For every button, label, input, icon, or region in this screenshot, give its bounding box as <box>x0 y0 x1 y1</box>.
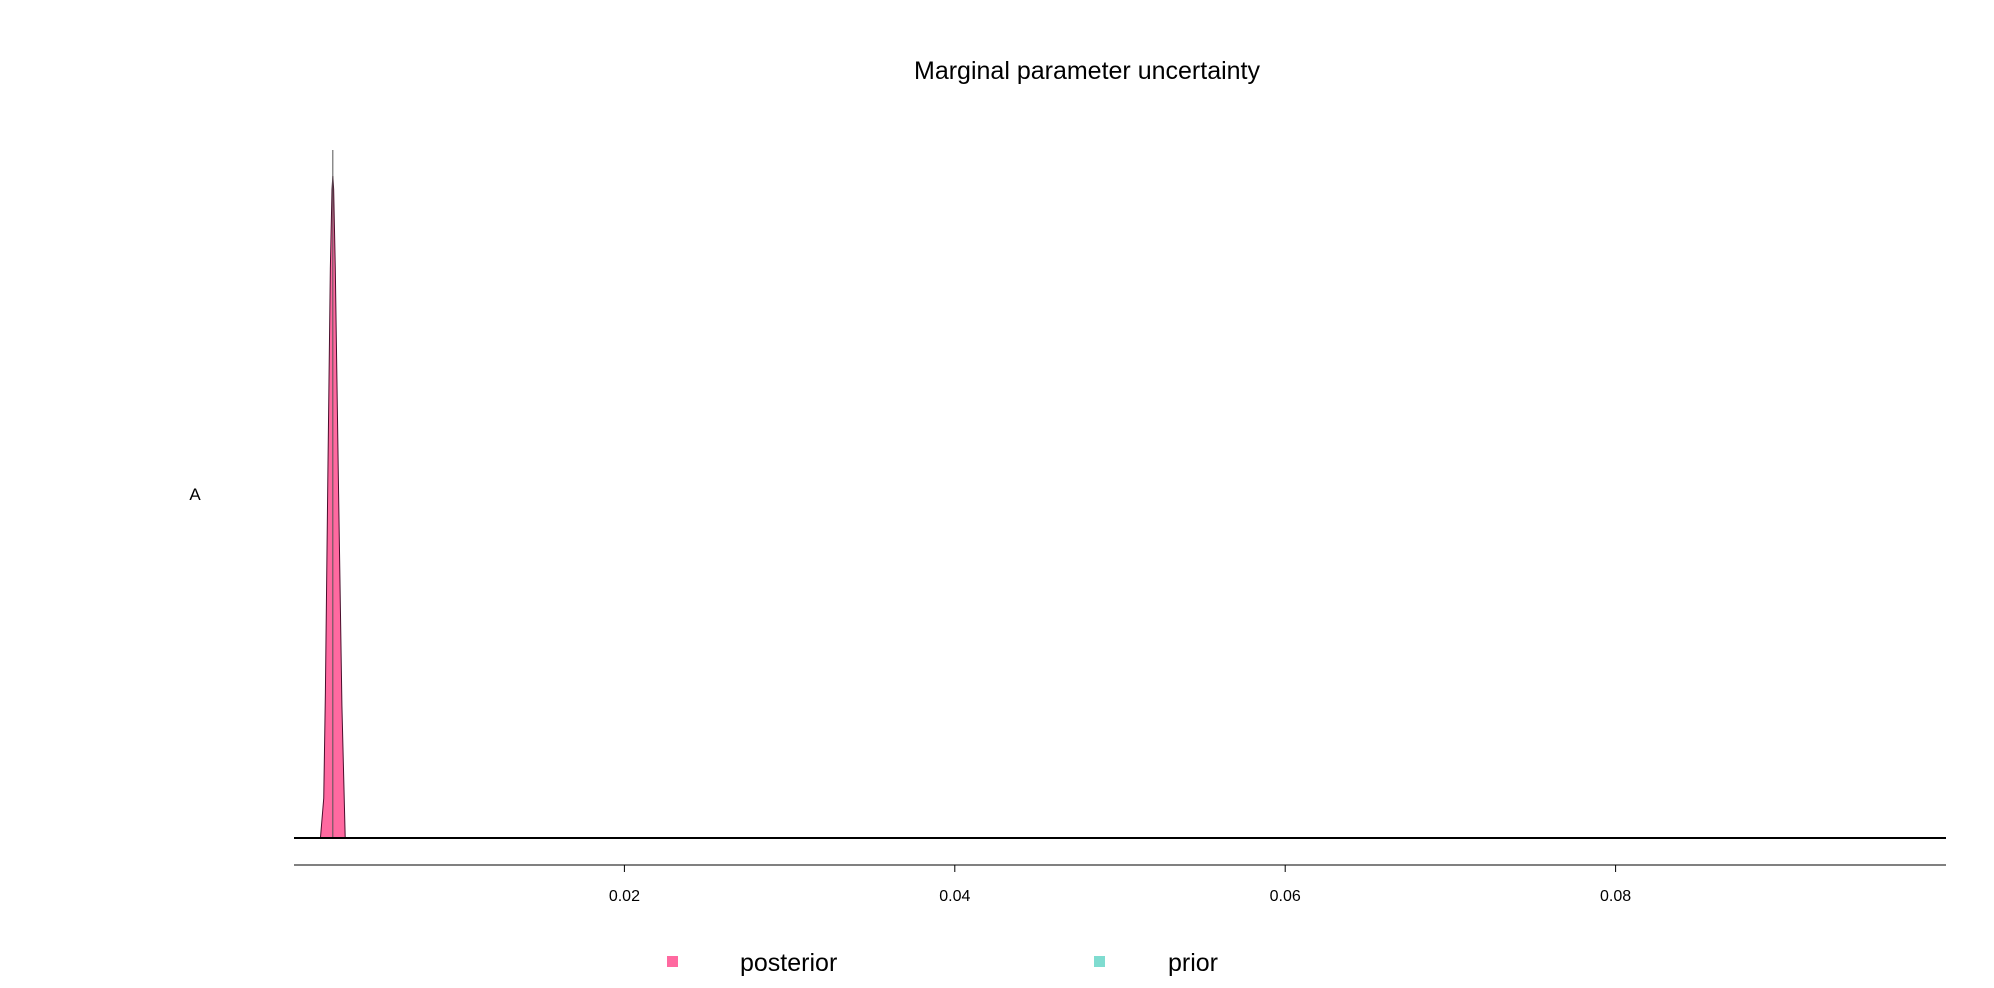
x-axis-ticks: 0.02 0.04 0.06 0.08 <box>609 865 1631 905</box>
parameter-label-a: A <box>189 485 201 504</box>
x-axis: 0.02 0.04 0.06 0.08 <box>294 864 1946 905</box>
plot-area: A <box>189 150 1946 839</box>
legend-swatch-prior <box>1094 956 1105 967</box>
x-tick-label-1: 0.04 <box>939 888 970 905</box>
chart-title: Marginal parameter uncertainty <box>914 57 1260 85</box>
legend-label-prior: prior <box>1168 949 1218 977</box>
legend-label-posterior: posterior <box>740 949 837 977</box>
legend: posterior prior <box>667 949 1218 977</box>
legend-swatch-posterior <box>667 956 678 967</box>
x-tick-label-0: 0.02 <box>609 888 640 905</box>
x-tick-label-2: 0.06 <box>1270 888 1301 905</box>
x-tick-label-3: 0.08 <box>1600 888 1631 905</box>
density-curves <box>319 150 346 839</box>
